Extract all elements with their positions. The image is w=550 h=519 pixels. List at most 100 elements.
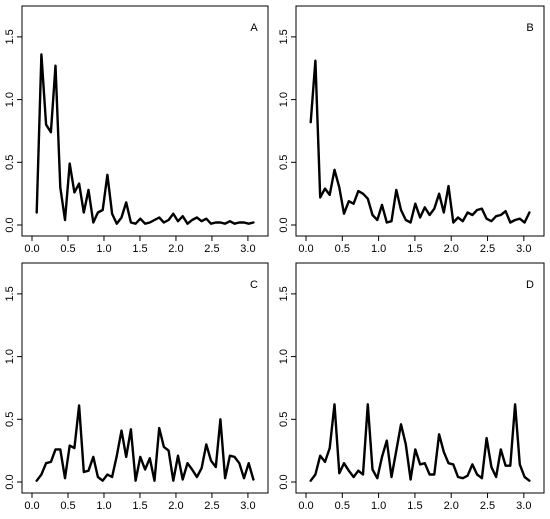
x-tick-label: 0.5 <box>60 500 75 512</box>
panel-label: D <box>526 279 534 291</box>
data-point <box>35 479 38 482</box>
data-point <box>400 209 402 211</box>
data-point <box>106 174 109 176</box>
data-point <box>219 418 222 421</box>
data-point <box>476 473 478 476</box>
data-point <box>390 476 393 478</box>
panel-frame <box>295 262 545 494</box>
data-point <box>64 477 66 480</box>
data-point <box>243 221 245 224</box>
data-point <box>45 462 47 464</box>
data-point <box>428 214 431 216</box>
data-point <box>328 194 331 196</box>
data-point <box>338 186 341 189</box>
data-point <box>83 211 85 214</box>
data-point <box>68 444 71 447</box>
data-point <box>509 221 512 224</box>
data-point <box>111 212 113 215</box>
data-point <box>210 222 212 225</box>
series-line <box>309 403 531 482</box>
data-point <box>495 476 497 478</box>
data-point <box>252 478 255 481</box>
data-point <box>243 477 245 480</box>
data-point <box>476 209 478 211</box>
data-point <box>144 222 146 225</box>
data-point <box>400 423 402 426</box>
y-tick-label: 0.5 <box>278 155 290 170</box>
y-tick-label: 1.5 <box>4 29 16 44</box>
data-point <box>452 221 455 224</box>
data-point <box>87 189 90 191</box>
data-point <box>73 191 76 194</box>
data-point <box>414 202 417 205</box>
x-tick-label: 0.0 <box>24 500 39 512</box>
data-point <box>210 459 212 462</box>
data-point <box>92 456 95 458</box>
data-point <box>362 473 364 476</box>
data-point <box>528 211 531 214</box>
data-point <box>205 443 208 446</box>
data-point <box>376 477 379 480</box>
data-point <box>443 211 445 214</box>
x-tick-label: 2.0 <box>168 243 183 255</box>
panel-b: 0.0 0.5 1.0 1.5 2.0 2.5 3.0 0.0 0.5 1.0 1.5 B <box>278 5 545 255</box>
data-point <box>333 403 336 406</box>
data-point <box>186 222 189 225</box>
data-point <box>419 216 421 219</box>
data-point <box>200 467 203 470</box>
data-point <box>50 131 52 134</box>
panel-c: 0.0 0.5 1.0 1.5 2.0 2.5 3.0 0.0 0.5 1.0 1.5 C <box>4 262 269 512</box>
panel-label: A <box>250 22 258 34</box>
data-point <box>314 59 317 62</box>
y-tick-label: 1.0 <box>278 349 290 364</box>
x-tick-label: 1.5 <box>407 243 422 255</box>
x-tick-label: 0.0 <box>24 243 39 255</box>
y-tick-label: 0.5 <box>4 412 16 427</box>
data-point <box>130 428 132 431</box>
data-point <box>466 474 469 477</box>
data-point <box>158 427 160 429</box>
data-point <box>404 219 407 221</box>
x-tick-label: 1.0 <box>96 500 111 512</box>
data-point <box>371 214 374 216</box>
data-point <box>59 448 62 451</box>
data-point <box>229 454 231 457</box>
data-point <box>64 219 66 221</box>
data-point <box>177 220 179 223</box>
data-point <box>134 479 137 482</box>
data-point <box>181 478 184 481</box>
data-point <box>40 53 43 56</box>
data-point <box>153 479 156 482</box>
x-axis: 0.0 0.5 1.0 1.5 2.0 2.5 3.0 <box>298 493 531 512</box>
data-point <box>352 202 355 205</box>
data-point <box>443 451 445 453</box>
y-tick-label: 1.5 <box>4 286 16 301</box>
data-point <box>83 471 85 473</box>
data-point <box>381 204 383 206</box>
data-point <box>386 439 388 442</box>
data-point <box>224 477 226 480</box>
data-point <box>500 214 502 216</box>
data-point <box>528 479 531 482</box>
data-point <box>347 200 350 202</box>
y-tick-label: 1.0 <box>4 92 16 107</box>
data-point <box>125 456 128 458</box>
data-point <box>148 457 151 459</box>
data-point <box>462 220 464 223</box>
data-point <box>523 221 526 224</box>
series-line <box>35 53 255 225</box>
data-point <box>200 220 203 223</box>
data-point <box>73 447 76 449</box>
data-point <box>144 468 146 471</box>
data-point <box>219 221 222 224</box>
data-point <box>514 219 516 221</box>
data-point <box>78 182 80 185</box>
y-tick-label: 1.0 <box>4 349 16 364</box>
data-point <box>196 476 198 478</box>
data-point <box>519 217 521 220</box>
data-point <box>115 454 118 457</box>
data-point <box>181 215 184 218</box>
data-point <box>333 169 336 171</box>
data-point <box>247 222 250 225</box>
data-points <box>309 59 531 224</box>
